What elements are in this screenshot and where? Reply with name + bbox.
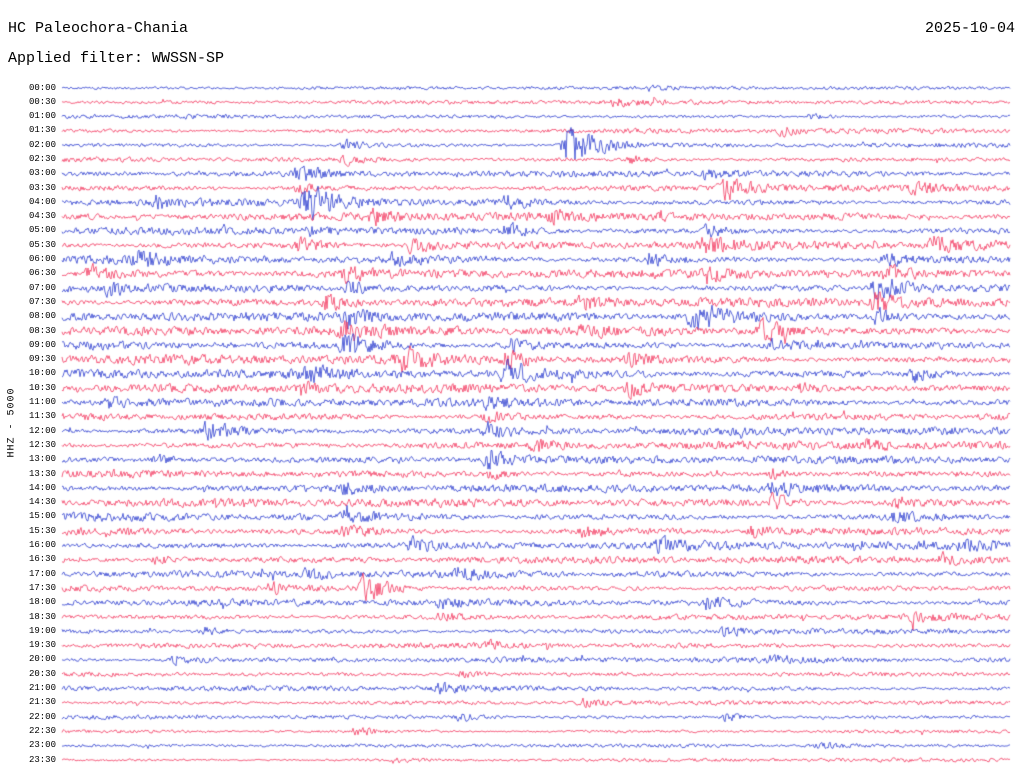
seismogram-canvas <box>0 0 1024 780</box>
helicorder-page: HC Paleochora-Chania 2025-10-04 Applied … <box>0 0 1024 780</box>
